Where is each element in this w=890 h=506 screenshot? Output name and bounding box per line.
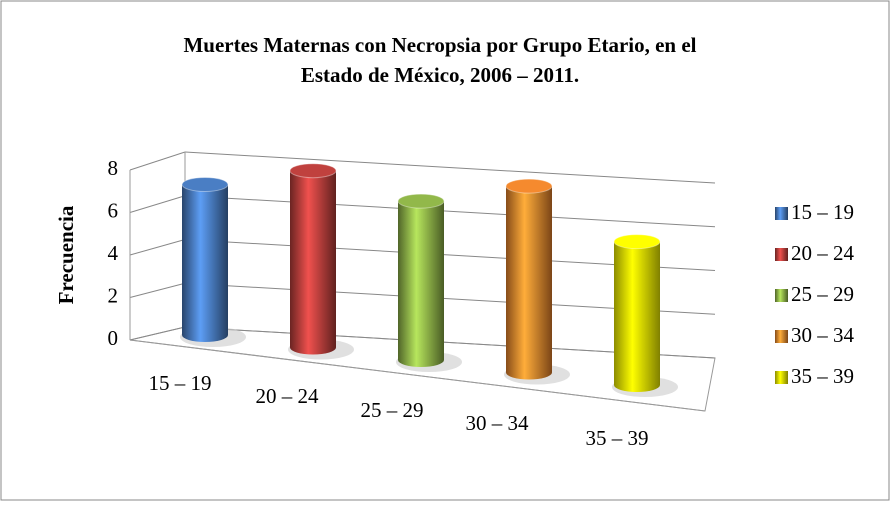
legend-swatch	[775, 330, 788, 343]
floor-edge	[129, 339, 706, 412]
legend-label: 25 – 29	[791, 282, 854, 306]
bar-top	[505, 178, 553, 194]
legend-swatch	[775, 371, 788, 384]
bar	[506, 186, 552, 373]
bar-top	[289, 163, 337, 179]
x-tick-label: 30 – 34	[466, 411, 530, 435]
bar	[398, 201, 444, 360]
y-tick-label: 6	[108, 198, 119, 222]
chart-title: Muertes Maternas con Necropsia por Grupo…	[183, 33, 696, 57]
bar-top	[181, 177, 229, 192]
grid-line	[184, 151, 716, 184]
x-tick-label: 20 – 24	[256, 384, 320, 408]
grid-line	[129, 326, 186, 341]
x-tick-label: 15 – 19	[149, 371, 212, 395]
legend-label: 30 – 34	[791, 323, 855, 347]
bar-top	[613, 234, 661, 250]
x-tick-label: 25 – 29	[361, 398, 424, 422]
grid-line	[184, 195, 716, 228]
y-tick-label: 0	[108, 326, 119, 350]
legend-label: 20 – 24	[791, 241, 855, 265]
y-tick-label: 8	[108, 156, 119, 180]
y-tick-label: 2	[108, 283, 119, 307]
grid-line	[129, 239, 186, 256]
legend-swatch	[775, 248, 788, 261]
legend-label: 15 – 19	[791, 200, 854, 224]
bar	[614, 241, 660, 385]
y-axis-label: Frecuencia	[54, 205, 78, 304]
bar-top	[397, 193, 445, 209]
grid-line	[129, 282, 186, 298]
x-tick-label: 35 – 39	[586, 426, 649, 450]
legend-swatch	[775, 207, 788, 220]
bar	[290, 170, 336, 348]
grid-line	[129, 151, 186, 171]
chart-title: Estado de México, 2006 – 2011.	[301, 63, 579, 87]
y-tick-label: 4	[108, 241, 119, 265]
legend-label: 35 – 39	[791, 364, 854, 388]
grid-line	[129, 195, 186, 213]
legend-swatch	[775, 289, 788, 302]
bar	[182, 184, 228, 335]
